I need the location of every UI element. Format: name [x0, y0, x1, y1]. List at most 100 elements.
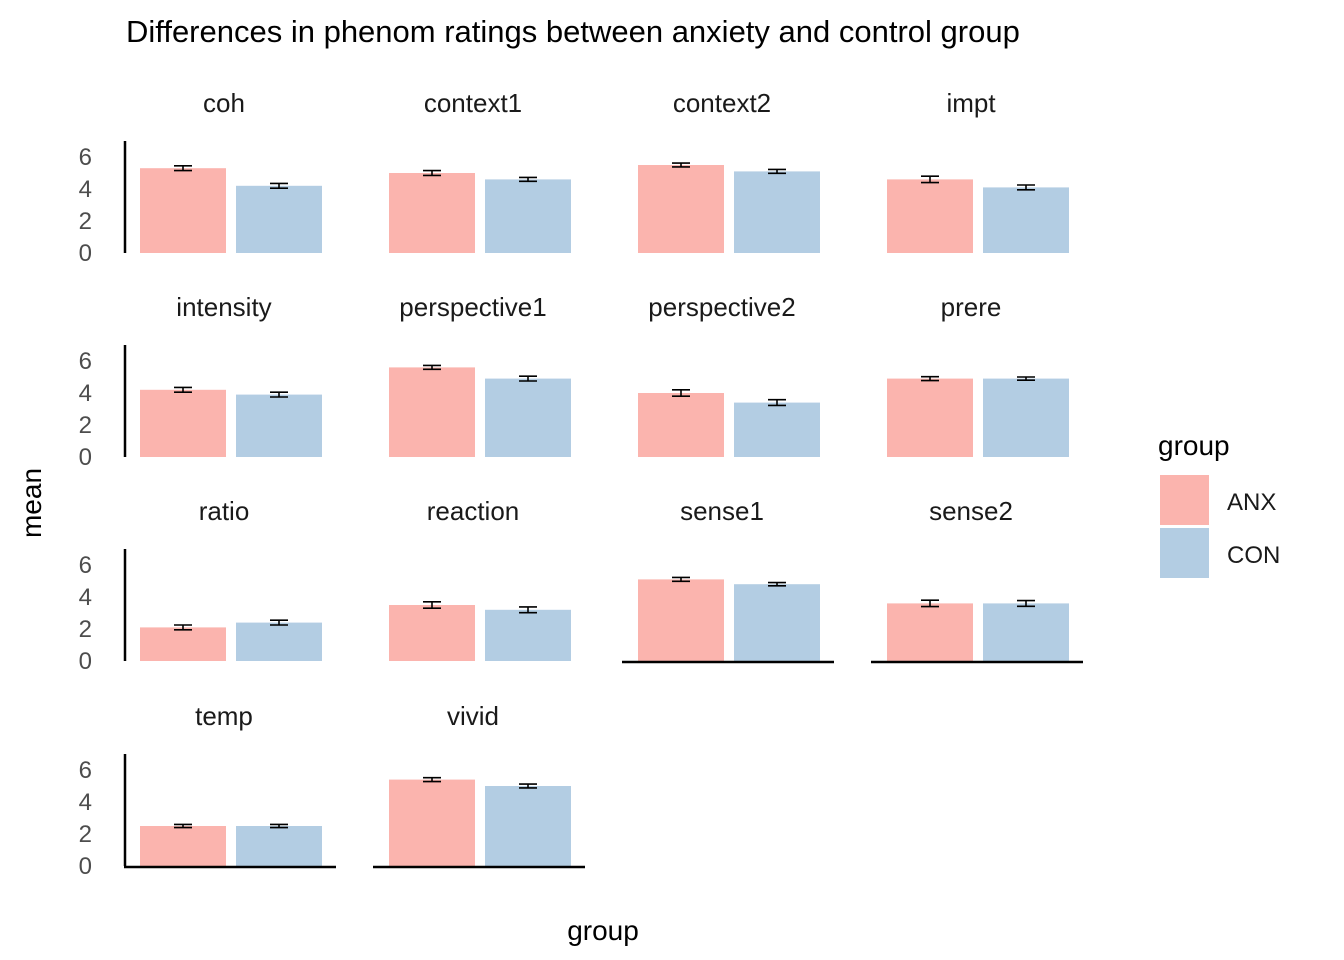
facet-label: sense2: [929, 496, 1013, 526]
error-bar-anx: [423, 600, 441, 610]
error-bar-anx: [423, 364, 441, 371]
bar-anx: [638, 579, 724, 661]
facet-label: impt: [946, 88, 996, 118]
error-bar-con: [1017, 599, 1035, 608]
facet-label: ratio: [199, 496, 250, 526]
facet-sense2: sense2: [871, 496, 1083, 664]
bar-con: [485, 786, 571, 866]
facet-vivid: vivid: [373, 701, 585, 869]
facet-perspective2: perspective2: [638, 292, 820, 457]
error-bar-con: [768, 398, 786, 407]
y-tick-label: 4: [79, 789, 92, 816]
error-bar-anx: [921, 375, 939, 382]
bar-con: [734, 584, 820, 661]
error-bar-anx: [921, 599, 939, 608]
y-tick-label: 2: [79, 208, 92, 235]
error-bar-anx: [174, 624, 192, 631]
y-tick-label: 2: [79, 412, 92, 439]
bar-con: [983, 187, 1069, 253]
error-bar-con: [768, 581, 786, 587]
y-tick-label: 4: [79, 380, 92, 407]
facet-context1: context1: [389, 88, 571, 253]
bar-con: [983, 603, 1069, 661]
facet-label: temp: [195, 701, 253, 731]
error-bar-anx: [672, 576, 690, 583]
facet-context2: context2: [638, 88, 820, 253]
bar-anx: [140, 627, 226, 661]
error-bar-anx: [174, 386, 192, 394]
error-bar-con: [1017, 184, 1035, 191]
bar-con: [485, 378, 571, 457]
facet-perspective1: perspective1: [389, 292, 571, 457]
y-tick-label: 0: [79, 240, 92, 267]
y-tick-label: 6: [79, 144, 92, 171]
error-bar-anx: [174, 165, 192, 172]
bar-anx: [638, 165, 724, 253]
error-bar-con: [519, 375, 537, 382]
bar-anx: [638, 393, 724, 457]
error-bar-con: [270, 391, 288, 398]
facet-label: reaction: [427, 496, 520, 526]
chart-title: Differences in phenom ratings between an…: [126, 14, 1020, 49]
legend: group ANX CON: [1158, 430, 1280, 578]
facet-temp: temp 0 2 4 6: [79, 701, 336, 880]
facet-label: context2: [673, 88, 771, 118]
facet-impt: impt: [887, 88, 1069, 253]
x-axis-title: group: [567, 915, 639, 946]
facet-coh: coh 0 2 4 6: [79, 88, 322, 267]
facet-label: context1: [424, 88, 522, 118]
error-bar-anx: [672, 388, 690, 398]
facet-label: prere: [941, 292, 1002, 322]
error-bar-con: [519, 606, 537, 614]
bar-con: [236, 185, 322, 253]
facet-intensity: intensity 0 2 4 6: [79, 292, 322, 471]
error-bar-con: [519, 783, 537, 789]
bar-anx: [389, 173, 475, 253]
y-tick-label: 6: [79, 348, 92, 375]
bar-anx: [389, 605, 475, 661]
bar-anx: [140, 389, 226, 457]
facet-sense1: sense1: [622, 496, 834, 664]
bar-con: [485, 179, 571, 253]
error-bar-anx: [423, 169, 441, 177]
y-tick-label: 0: [79, 853, 92, 880]
bar-anx: [140, 826, 226, 866]
bar-con: [734, 402, 820, 457]
bar-anx: [389, 367, 475, 457]
y-tick-label: 4: [79, 584, 92, 611]
y-axis-title: mean: [16, 468, 47, 538]
bar-con: [236, 622, 322, 661]
facet-label: coh: [203, 88, 245, 118]
legend-key: [1160, 528, 1209, 578]
facet-label: perspective2: [648, 292, 795, 322]
facet-label: perspective1: [399, 292, 546, 322]
y-tick-label: 6: [79, 757, 92, 784]
bar-con: [983, 378, 1069, 457]
bar-anx: [389, 779, 475, 866]
facet-ratio: ratio 0 2 4 6: [79, 496, 322, 675]
error-bar-anx: [921, 175, 939, 184]
y-tick-label: 0: [79, 648, 92, 675]
y-tick-label: 2: [79, 821, 92, 848]
bar-con: [485, 609, 571, 661]
y-tick-label: 4: [79, 176, 92, 203]
error-bar-con: [270, 823, 288, 829]
legend-item-con: CON: [1160, 528, 1280, 578]
error-bar-con: [1017, 376, 1035, 382]
error-bar-con: [270, 182, 288, 189]
y-tick-label: 6: [79, 552, 92, 579]
bar-anx: [887, 378, 973, 457]
legend-label: CON: [1227, 542, 1280, 569]
bar-anx: [887, 179, 973, 253]
error-bar-con: [270, 619, 288, 626]
facet-reaction: reaction: [389, 496, 571, 661]
y-tick-label: 2: [79, 616, 92, 643]
legend-key: [1160, 475, 1209, 525]
bar-con: [236, 394, 322, 457]
facet-label: sense1: [680, 496, 764, 526]
error-bar-con: [768, 168, 786, 175]
bar-anx: [887, 603, 973, 661]
error-bar-anx: [672, 162, 690, 168]
legend-item-anx: ANX: [1160, 475, 1276, 525]
